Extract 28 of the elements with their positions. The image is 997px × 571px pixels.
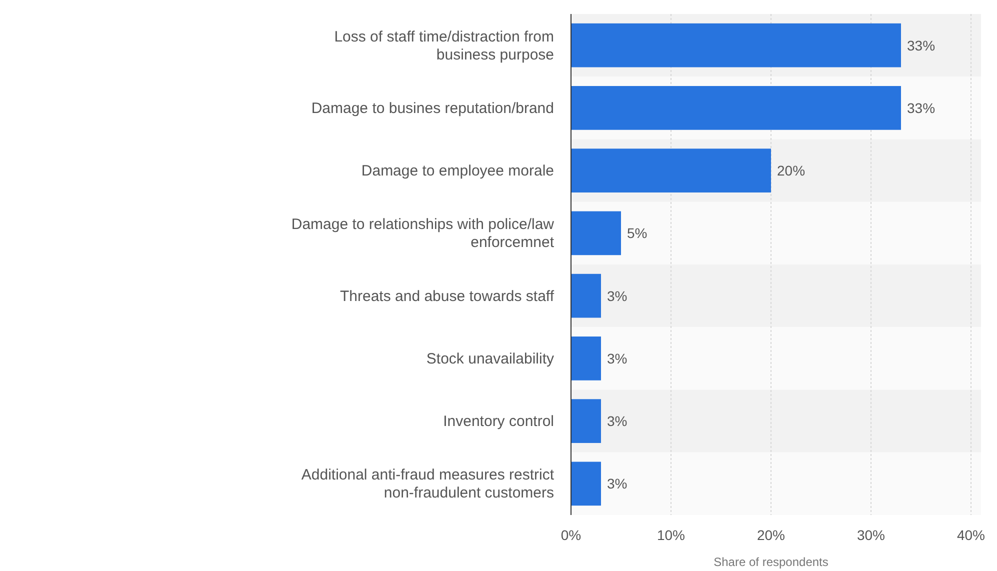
bar <box>571 148 771 192</box>
data-label: 33% <box>907 100 936 116</box>
bar <box>571 399 601 443</box>
data-label: 3% <box>607 288 628 304</box>
y-tick-label: Damage to employee morale <box>361 162 554 180</box>
x-tick-label: 10% <box>656 527 686 543</box>
y-tick-label: Threats and abuse towards staff <box>340 287 555 304</box>
data-label: 3% <box>607 476 628 492</box>
data-label: 3% <box>607 413 628 430</box>
y-tick-label: Damage to busines reputation/brand <box>311 99 554 116</box>
data-label: 20% <box>777 162 806 179</box>
y-tick-label: Stock unavailability <box>426 350 554 367</box>
bar <box>571 211 621 256</box>
bar <box>571 462 601 506</box>
x-tick-label: 40% <box>956 527 986 543</box>
data-label: 3% <box>607 350 628 366</box>
x-tick-label: 30% <box>856 527 886 543</box>
y-tick-label: Additional anti-fraud measures restrict non-fraudulent customers <box>301 466 555 502</box>
x-tick-label: 0% <box>560 527 582 543</box>
data-label: 5% <box>627 225 648 242</box>
data-label: 33% <box>907 37 936 54</box>
y-tick-label: Inventory control <box>443 412 554 430</box>
y-tick-label: Damage to relationships with police/law enforcemnet <box>291 216 555 251</box>
bar <box>571 336 601 380</box>
y-tick-label: Loss of staff time/distraction from business purpose <box>334 28 554 63</box>
bar <box>571 274 601 318</box>
x-tick-label: 20% <box>756 527 786 543</box>
x-axis-title: Share of respondents <box>714 555 828 569</box>
